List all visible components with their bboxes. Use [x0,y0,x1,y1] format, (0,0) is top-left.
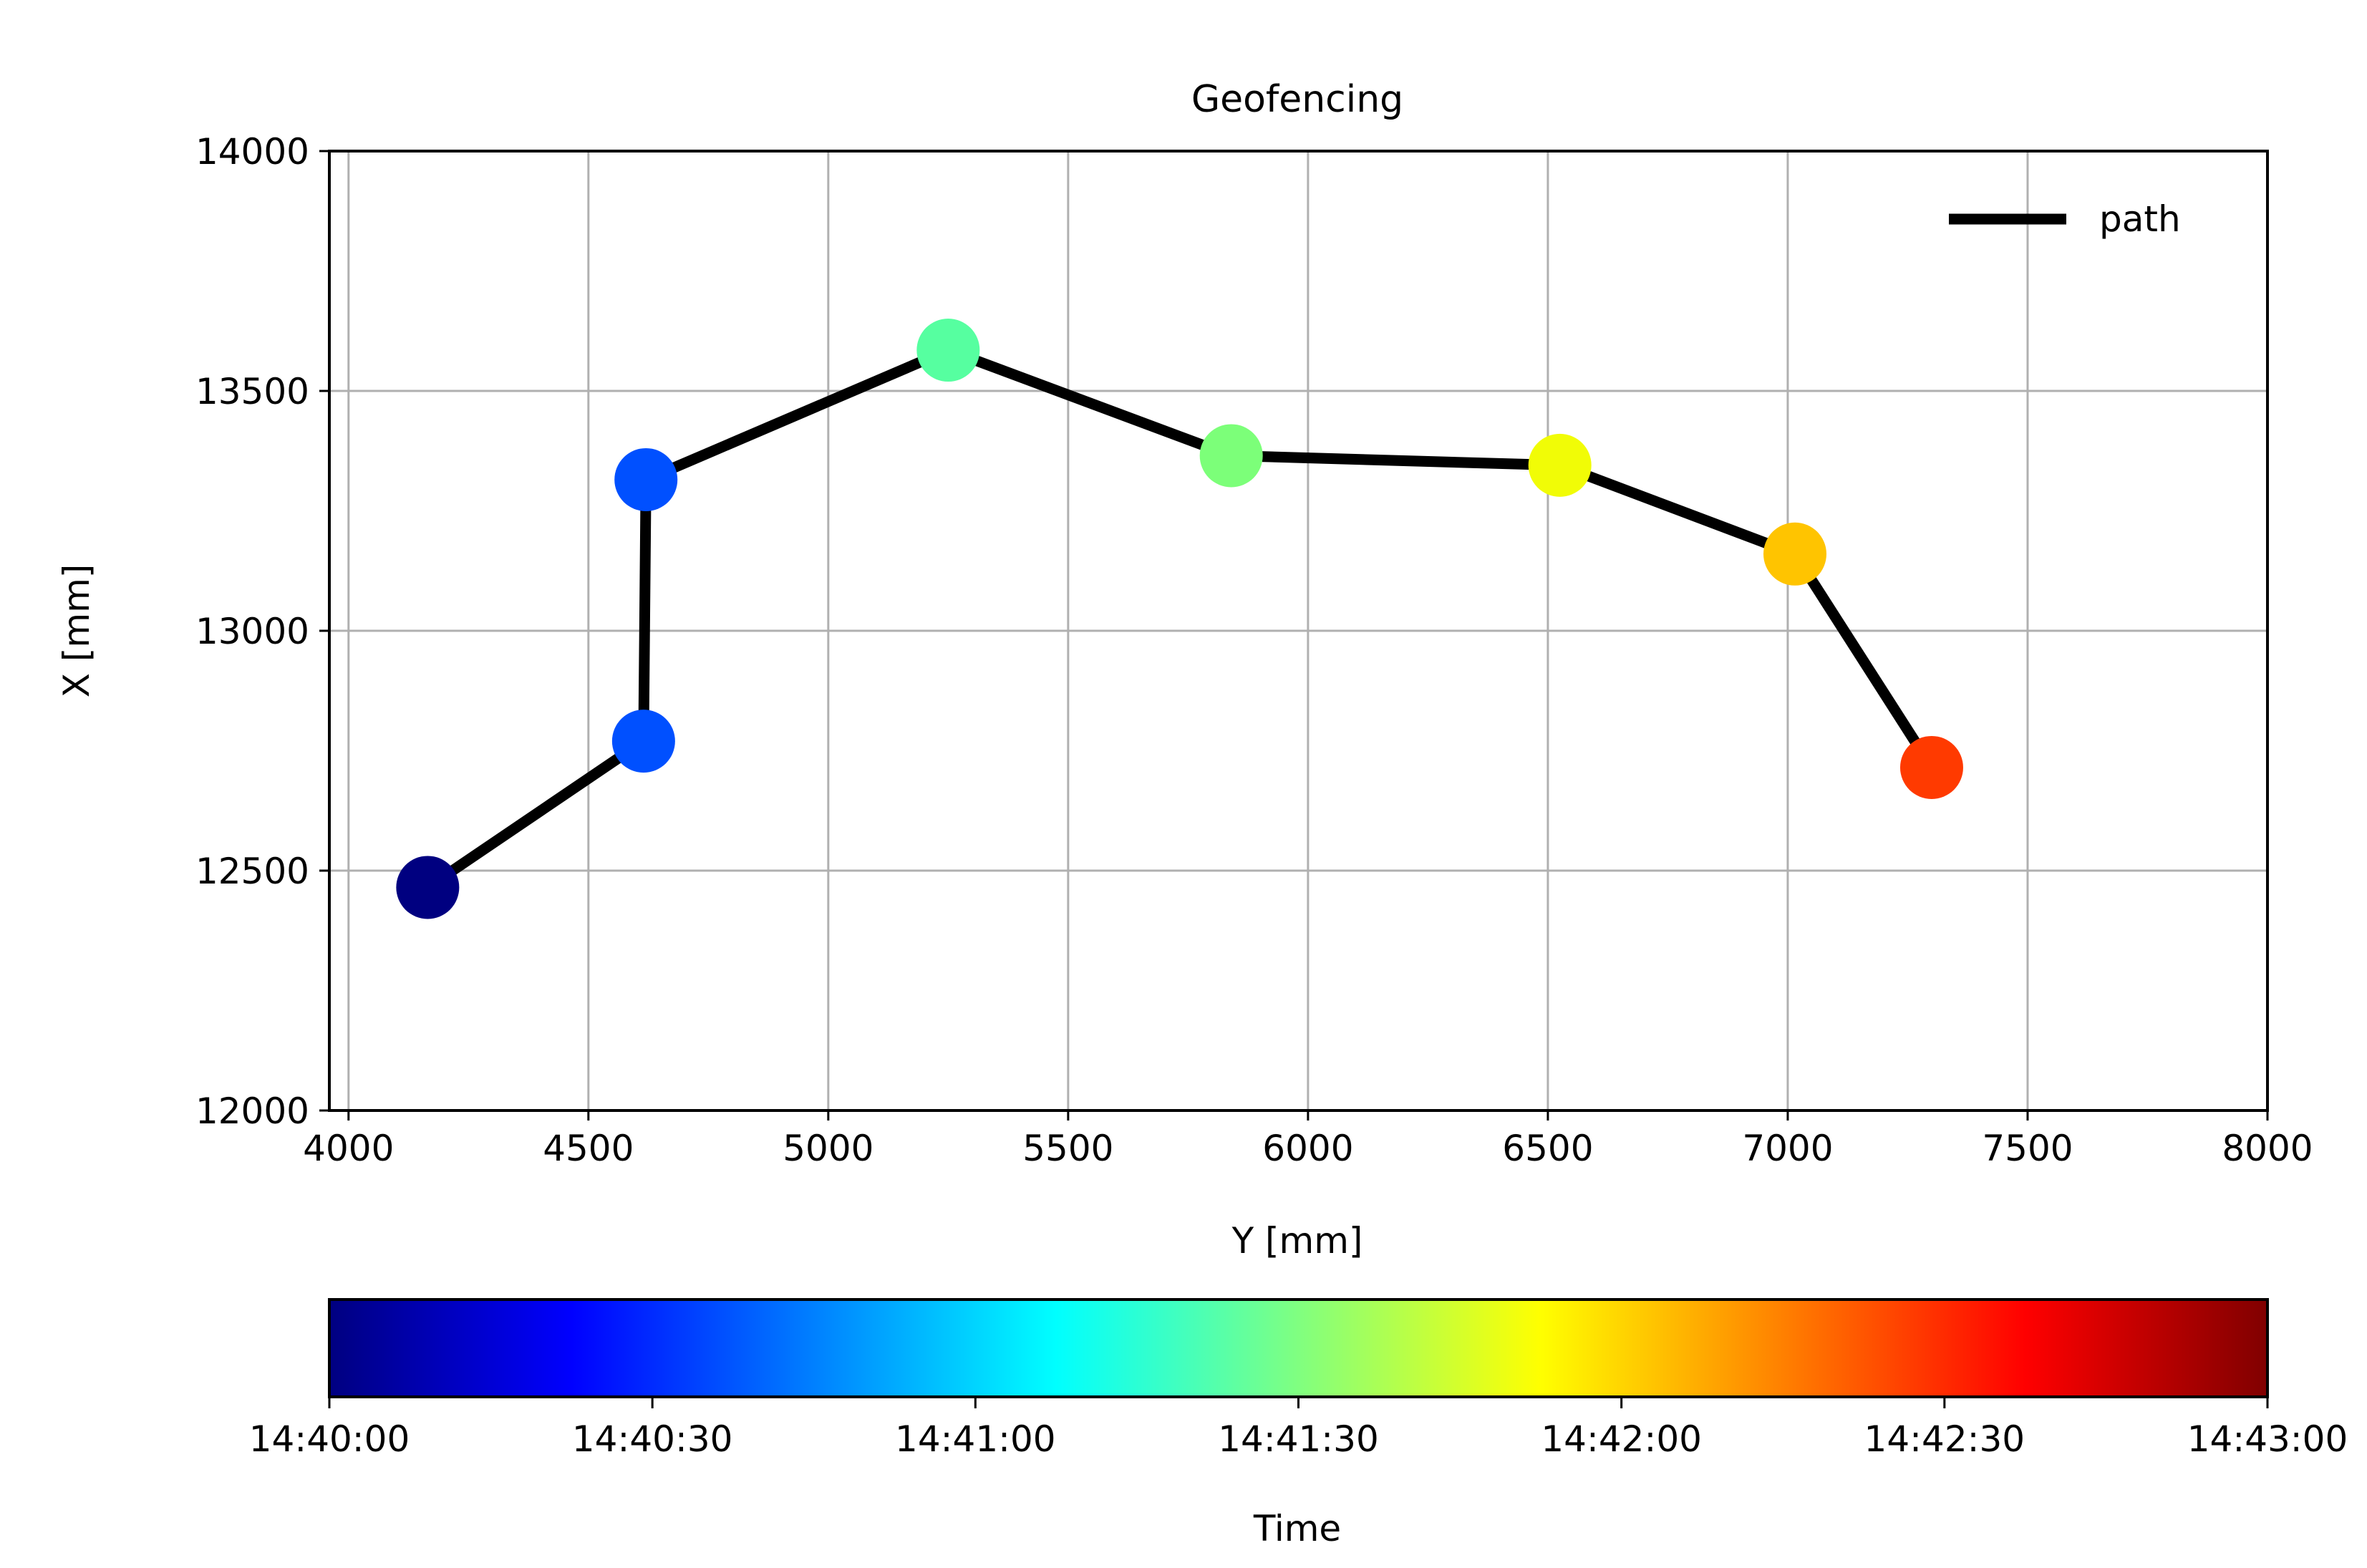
y-axis-ticks: 12000 12500 13000 13500 14000 [195,131,329,1132]
x-tick-label: 5000 [783,1128,873,1169]
x-tick-label: 6000 [1262,1128,1353,1169]
y-axis-label: X [mm] [56,564,97,698]
x-axis-ticks: 4000 4500 5000 5500 6000 6500 7000 7500 8000 [303,1110,2313,1169]
x-tick-label: 5500 [1022,1128,1113,1169]
path-point [1528,433,1592,497]
colorbar-tick-label: 14:40:00 [249,1418,410,1460]
path-point [396,856,460,919]
chart-title: Geofencing [1191,78,1403,121]
path-point [916,319,980,382]
y-tick-label: 13500 [195,371,309,412]
x-axis-label: Y [mm] [1231,1220,1363,1262]
x-tick-label: 6500 [1502,1128,1593,1169]
x-tick-label: 4000 [303,1128,394,1169]
path-point [611,710,675,773]
colorbar-tick-label: 14:43:00 [2187,1418,2348,1460]
y-tick-label: 12000 [195,1090,309,1132]
colorbar-tick-label: 14:42:30 [1864,1418,2025,1460]
x-tick-label: 4500 [543,1128,634,1169]
legend-path-label: path [2099,198,2181,240]
path-point [1199,424,1263,488]
path-point [1899,735,1963,799]
colorbar-label: Time [1253,1508,1341,1549]
colorbar-tick-label: 14:40:30 [572,1418,733,1460]
path-point [614,447,678,511]
x-tick-label: 8000 [2222,1128,2313,1169]
colorbar-tick-label: 14:42:00 [1541,1418,1702,1460]
path-line [425,344,1937,892]
colorbar [328,1298,2269,1398]
colorbar-tick-label: 14:41:30 [1218,1418,1379,1460]
colorbar-tick-label: 14:41:00 [895,1418,1056,1460]
x-tick-label: 7000 [1742,1128,1833,1169]
points-layer [396,319,1963,919]
x-tick-label: 7500 [1982,1128,2073,1169]
y-tick-label: 12500 [195,851,309,892]
legend: path [1949,198,2181,240]
y-tick-label: 14000 [195,131,309,173]
y-tick-label: 13000 [195,611,309,652]
path-point [1763,522,1827,586]
colorbar-ticks: 14:40:00 14:40:30 14:41:00 14:41:30 14:42:00… [249,1397,2348,1460]
series-layer [425,344,1937,892]
